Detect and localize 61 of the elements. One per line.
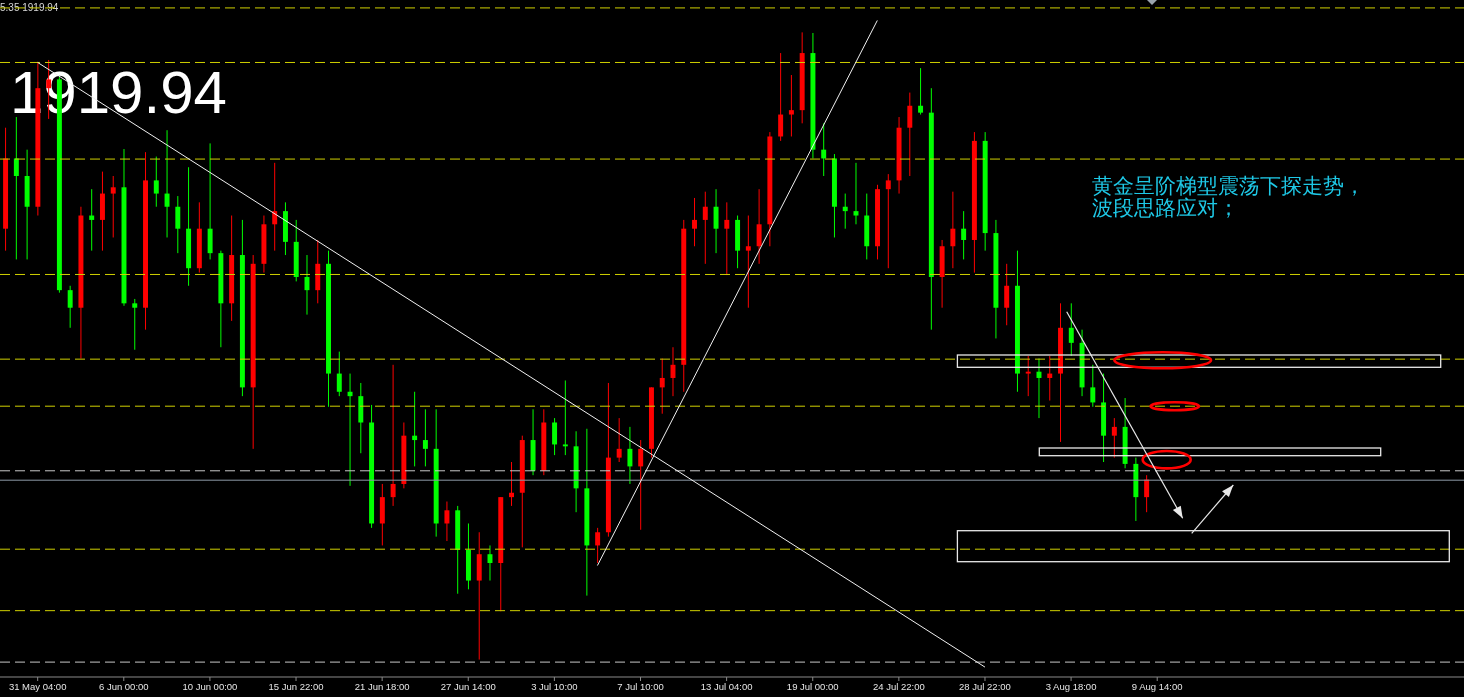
candlestick — [885, 173, 891, 269]
candlestick — [153, 156, 159, 208]
candlestick — [713, 188, 719, 254]
x-tick-label: 10 Jun 00:00 — [182, 680, 238, 692]
x-tick-label: 9 Aug 14:00 — [1131, 680, 1183, 692]
candlestick — [1047, 355, 1053, 402]
candlestick — [950, 191, 956, 269]
candlestick — [132, 298, 138, 351]
candlestick — [412, 391, 418, 467]
x-tick-label: 7 Jul 10:00 — [617, 680, 664, 692]
candlestick — [821, 122, 827, 177]
candlestick — [616, 417, 622, 463]
text: 5.35 1919.94 — [0, 2, 59, 13]
x-tick-label: 24 Jul 22:00 — [872, 680, 925, 692]
candlestick — [756, 188, 762, 265]
candlestick — [595, 527, 601, 564]
x-tick-label: 13 Jul 04:00 — [700, 680, 753, 692]
candlestick — [918, 67, 924, 116]
x-tick-label: 19 Jul 00:00 — [786, 680, 839, 692]
candlestick — [724, 201, 730, 276]
candlestick — [907, 92, 913, 177]
candlestick — [175, 195, 181, 254]
candlestick — [552, 417, 558, 456]
candlestick — [67, 285, 73, 329]
x-tick-label: 3 Jul 10:00 — [531, 680, 578, 692]
candlestick — [702, 191, 708, 265]
x-tick-label: 31 May 04:00 — [8, 680, 67, 692]
candlestick — [422, 408, 428, 467]
candlestick — [444, 501, 450, 542]
candlestick — [842, 193, 848, 230]
candlestick — [1004, 263, 1010, 326]
candlestick — [13, 116, 19, 260]
x-tick-label: 3 Aug 18:00 — [1045, 680, 1097, 692]
candlestick — [1144, 474, 1150, 513]
x-tick-label: 21 Jun 18:00 — [354, 680, 410, 692]
annotation: 波段思路应对； — [1092, 196, 1239, 220]
candlestick — [638, 439, 644, 531]
candlestick — [509, 461, 514, 507]
candlestick — [853, 162, 859, 225]
candlestick — [659, 358, 665, 415]
candlestick — [390, 364, 396, 507]
candlestick — [562, 379, 568, 456]
candlestick — [347, 373, 353, 487]
candlestick — [745, 215, 751, 309]
x-tick-label: 27 Jun 14:00 — [440, 680, 496, 692]
candlestick — [1025, 355, 1031, 397]
candlestick — [1068, 302, 1074, 357]
x-tick-label: 15 Jun 22:00 — [268, 680, 324, 692]
candlestick — [336, 351, 342, 397]
candlestick — [788, 74, 794, 137]
candlestick — [961, 210, 967, 260]
x-tick-label: 6 Jun 00:00 — [98, 680, 149, 692]
candlestick — [164, 129, 170, 238]
candlestick — [1111, 417, 1117, 459]
candlestick — [110, 175, 116, 238]
x-tick-label: 28 Jul 22:00 — [959, 680, 1011, 692]
candlestick — [1090, 364, 1096, 408]
candlestick — [89, 188, 95, 252]
candlestick — [692, 197, 697, 247]
candlestick — [778, 52, 784, 142]
candlestick — [627, 426, 633, 485]
